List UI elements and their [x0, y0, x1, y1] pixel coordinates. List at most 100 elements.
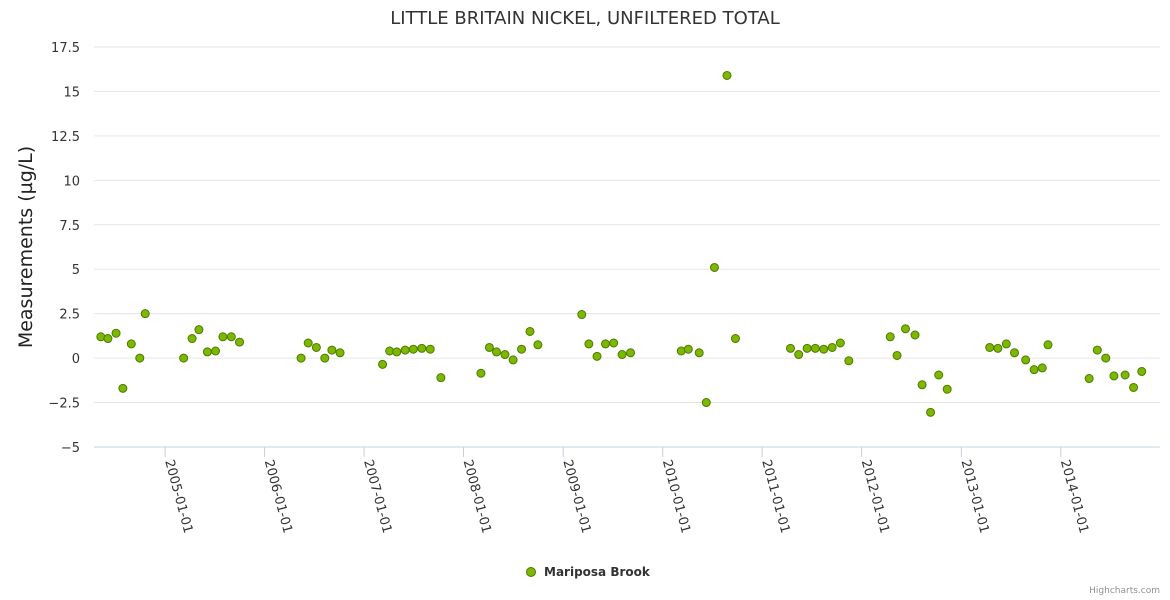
data-point[interactable] [235, 337, 245, 347]
series-points [96, 70, 1147, 417]
data-point[interactable] [425, 344, 435, 354]
y-tick-label: 15 [63, 85, 80, 100]
data-point[interactable] [617, 350, 627, 360]
legend-item-mariposa-brook[interactable]: Mariposa Brook [544, 565, 651, 579]
data-point[interactable] [993, 343, 1003, 353]
x-tick-label: 2008-01-01 [460, 458, 494, 535]
data-point[interactable] [476, 368, 486, 378]
data-point[interactable] [194, 325, 204, 335]
data-point[interactable] [926, 407, 936, 417]
data-point[interactable] [934, 370, 944, 380]
x-tick-label: 2012-01-01 [858, 458, 892, 535]
data-point[interactable] [111, 328, 121, 338]
legend[interactable]: Mariposa Brook [526, 565, 651, 579]
data-point[interactable] [694, 348, 704, 358]
data-point[interactable] [810, 343, 820, 353]
data-point[interactable] [709, 262, 719, 272]
chart-title: LITTLE BRITAIN NICKEL, UNFILTERED TOTAL [390, 8, 779, 29]
data-point[interactable] [600, 339, 610, 349]
data-point[interactable] [1129, 382, 1139, 392]
data-point[interactable] [584, 339, 594, 349]
data-point[interactable] [819, 344, 829, 354]
data-point[interactable] [917, 380, 927, 390]
data-point[interactable] [179, 353, 189, 363]
data-point[interactable] [335, 348, 345, 358]
data-point[interactable] [491, 347, 501, 357]
x-tick-label: 2007-01-01 [360, 458, 394, 535]
x-tick-label: 2011-01-01 [758, 458, 792, 535]
data-point[interactable] [1137, 366, 1147, 376]
data-point[interactable] [327, 345, 337, 355]
y-tick-label: 17.5 [51, 41, 80, 56]
data-point[interactable] [794, 350, 804, 360]
data-point[interactable] [436, 373, 446, 383]
data-point[interactable] [320, 353, 330, 363]
data-point[interactable] [1009, 348, 1019, 358]
data-point[interactable] [103, 334, 113, 344]
credits-link[interactable]: Highcharts.com [1089, 586, 1160, 596]
data-point[interactable] [1029, 365, 1039, 375]
data-point[interactable] [985, 342, 995, 352]
data-point[interactable] [609, 338, 619, 348]
data-point[interactable] [900, 324, 910, 334]
x-tick-label: 2009-01-01 [559, 458, 593, 535]
y-tick-label: 5 [72, 263, 80, 278]
data-point[interactable] [202, 347, 212, 357]
data-point[interactable] [226, 332, 236, 342]
data-point[interactable] [311, 342, 321, 352]
data-point[interactable] [1101, 353, 1111, 363]
data-point[interactable] [417, 343, 427, 353]
data-point[interactable] [802, 343, 812, 353]
x-tick-label: 2014-01-01 [1057, 458, 1091, 535]
data-point[interactable] [910, 330, 920, 340]
data-point[interactable] [683, 344, 693, 354]
data-point[interactable] [392, 347, 402, 357]
data-point[interactable] [126, 339, 136, 349]
data-point[interactable] [592, 351, 602, 361]
y-tick-label: −2.5 [48, 397, 80, 412]
data-point[interactable] [701, 398, 711, 408]
data-point[interactable] [533, 340, 543, 350]
data-point[interactable] [118, 383, 128, 393]
data-point[interactable] [135, 353, 145, 363]
data-point[interactable] [484, 342, 494, 352]
legend-marker [526, 567, 536, 577]
data-point[interactable] [1021, 355, 1031, 365]
data-point[interactable] [827, 342, 837, 352]
y-axis-label: Measurements (µg/L) [15, 146, 37, 348]
data-point[interactable] [408, 344, 418, 354]
data-point[interactable] [303, 338, 313, 348]
x-tick-label: 2013-01-01 [957, 458, 991, 535]
data-point[interactable] [1084, 374, 1094, 384]
data-point[interactable] [785, 343, 795, 353]
data-point[interactable] [517, 344, 527, 354]
data-point[interactable] [187, 334, 197, 344]
data-point[interactable] [844, 356, 854, 366]
data-point[interactable] [730, 334, 740, 344]
y-tick-label: 2.5 [59, 308, 80, 323]
data-point[interactable] [1109, 371, 1119, 381]
data-point[interactable] [500, 350, 510, 360]
data-point[interactable] [140, 309, 150, 319]
data-point[interactable] [508, 355, 518, 365]
y-tick-label: 0 [72, 352, 80, 367]
data-point[interactable] [400, 345, 410, 355]
data-point[interactable] [525, 326, 535, 336]
data-point[interactable] [1001, 339, 1011, 349]
data-point[interactable] [577, 310, 587, 320]
data-point[interactable] [218, 332, 228, 342]
data-point[interactable] [1037, 363, 1047, 373]
data-point[interactable] [378, 359, 388, 369]
data-point[interactable] [626, 348, 636, 358]
data-point[interactable] [1120, 370, 1130, 380]
data-point[interactable] [1043, 340, 1053, 350]
data-point[interactable] [1092, 345, 1102, 355]
data-point[interactable] [296, 353, 306, 363]
data-point[interactable] [942, 384, 952, 394]
data-point[interactable] [835, 338, 845, 348]
data-point[interactable] [892, 350, 902, 360]
data-point[interactable] [211, 346, 221, 356]
data-point[interactable] [885, 332, 895, 342]
data-point[interactable] [722, 70, 732, 80]
